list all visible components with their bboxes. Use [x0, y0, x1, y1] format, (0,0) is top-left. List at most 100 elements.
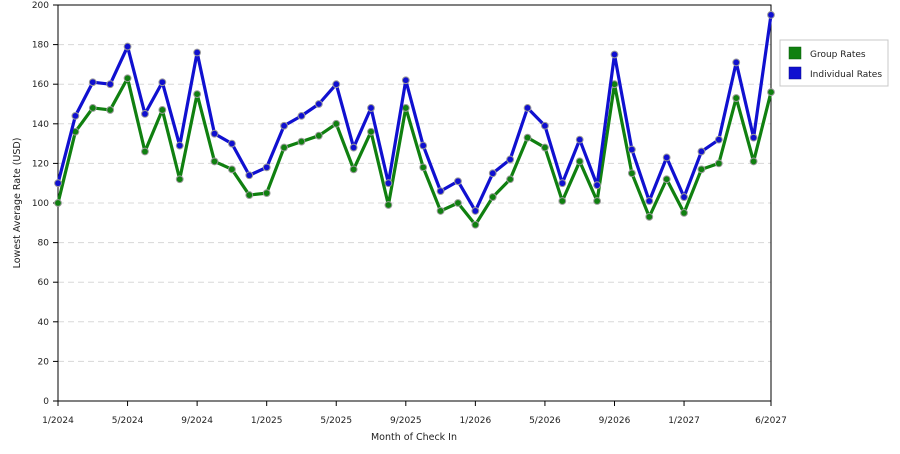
point-individual-rates-25	[488, 169, 497, 178]
x-tick-label-8: 9/2026	[599, 416, 631, 426]
point-group-rates-39	[732, 94, 741, 102]
point-group-rates-27	[523, 133, 532, 142]
x-tick-label-3: 1/2025	[251, 416, 283, 426]
point-individual-rates-34	[645, 197, 654, 205]
point-individual-rates-37	[697, 147, 706, 156]
axes	[53, 4, 772, 406]
point-group-rates-41	[767, 88, 775, 97]
point-individual-rates-12	[262, 163, 271, 172]
point-group-rates-17	[349, 165, 358, 174]
x-axis-title: Month of Check In	[371, 432, 457, 443]
point-individual-rates-20	[401, 76, 410, 85]
point-individual-rates-0	[54, 179, 62, 188]
point-individual-rates-23	[454, 177, 462, 186]
point-group-rates-2	[88, 104, 97, 112]
point-individual-rates-27	[523, 104, 532, 112]
point-individual-rates-9	[210, 129, 219, 138]
legend-swatch-individual-rates	[788, 66, 802, 80]
point-individual-rates-18	[367, 104, 375, 112]
point-individual-rates-19	[384, 179, 393, 188]
point-individual-rates-8	[193, 48, 202, 57]
point-group-rates-3	[106, 106, 115, 114]
point-individual-rates-7	[175, 141, 184, 150]
point-group-rates-24	[471, 220, 480, 229]
point-individual-rates-33	[627, 145, 636, 154]
point-group-rates-13	[280, 143, 288, 152]
x-tick-label-10: 6/2027	[755, 416, 787, 426]
point-individual-rates-11	[245, 171, 254, 180]
series-lines	[54, 11, 775, 229]
point-individual-rates-30	[575, 135, 584, 144]
point-group-rates-29	[558, 197, 567, 205]
x-tick-label-7: 5/2026	[529, 416, 561, 426]
x-tick-label-6: 1/2026	[460, 416, 492, 426]
point-group-rates-37	[697, 165, 706, 174]
y-tick-label-180: 180	[32, 41, 49, 51]
point-individual-rates-16	[332, 80, 341, 89]
point-individual-rates-4	[123, 42, 132, 51]
y-tick-label-200: 200	[32, 1, 49, 11]
point-individual-rates-6	[158, 78, 167, 87]
point-individual-rates-22	[436, 187, 445, 196]
x-tick-label-5: 9/2025	[390, 416, 422, 426]
point-group-rates-35	[662, 175, 671, 184]
point-group-rates-21	[419, 163, 428, 172]
point-individual-rates-29	[558, 179, 567, 188]
y-tick-label-0: 0	[43, 397, 49, 407]
point-group-rates-23	[454, 199, 462, 207]
plot-frame	[57, 4, 772, 402]
point-individual-rates-31	[593, 181, 601, 190]
point-group-rates-0	[54, 199, 62, 207]
point-individual-rates-36	[680, 193, 688, 201]
point-group-rates-33	[627, 169, 636, 178]
x-tick-label-1: 5/2024	[112, 416, 144, 426]
point-group-rates-4	[123, 74, 132, 83]
y-axis-title: Lowest Average Rate (USD)	[12, 138, 23, 269]
point-group-rates-36	[680, 209, 688, 217]
point-individual-rates-28	[541, 121, 549, 130]
point-group-rates-10	[228, 165, 236, 174]
point-group-rates-14	[297, 137, 306, 146]
point-group-rates-7	[175, 175, 184, 184]
x-tick-label-9: 1/2027	[668, 416, 700, 426]
point-individual-rates-10	[228, 139, 236, 148]
point-individual-rates-13	[280, 121, 288, 130]
point-individual-rates-35	[662, 153, 671, 162]
point-group-rates-6	[158, 106, 167, 114]
point-individual-rates-15	[314, 100, 323, 108]
y-tick-label-160: 160	[32, 80, 49, 90]
y-tick-label-100: 100	[32, 199, 49, 209]
point-group-rates-22	[436, 207, 445, 215]
series-line-individual-rates	[56, 14, 773, 213]
point-group-rates-20	[401, 104, 410, 112]
point-individual-rates-17	[349, 143, 358, 152]
point-individual-rates-40	[749, 133, 758, 142]
point-individual-rates-38	[714, 135, 723, 144]
point-group-rates-25	[488, 193, 497, 201]
point-group-rates-11	[245, 191, 254, 199]
point-individual-rates-32	[610, 50, 619, 59]
point-group-rates-19	[384, 201, 393, 209]
legend-label-individual-rates: Individual Rates	[810, 70, 882, 80]
point-individual-rates-41	[767, 11, 775, 19]
point-group-rates-18	[367, 127, 375, 136]
point-individual-rates-14	[297, 111, 306, 120]
point-individual-rates-26	[506, 155, 515, 164]
series-group-rates	[54, 74, 775, 229]
y-tick-label-60: 60	[38, 278, 50, 288]
point-group-rates-5	[141, 147, 149, 156]
point-group-rates-26	[506, 175, 515, 184]
point-individual-rates-1	[71, 111, 80, 120]
point-group-rates-40	[749, 157, 758, 166]
point-group-rates-31	[593, 197, 601, 205]
series-individual-rates	[54, 11, 775, 215]
y-tick-labels: 0 20 40 60 80 100 120 140 160 180 200	[32, 1, 49, 407]
point-group-rates-30	[575, 157, 584, 166]
x-tick-label-2: 9/2024	[181, 416, 213, 426]
point-individual-rates-2	[88, 78, 97, 87]
y-tick-label-120: 120	[32, 159, 49, 169]
point-group-rates-12	[262, 189, 271, 198]
point-individual-rates-21	[419, 141, 428, 150]
point-individual-rates-39	[732, 58, 741, 67]
